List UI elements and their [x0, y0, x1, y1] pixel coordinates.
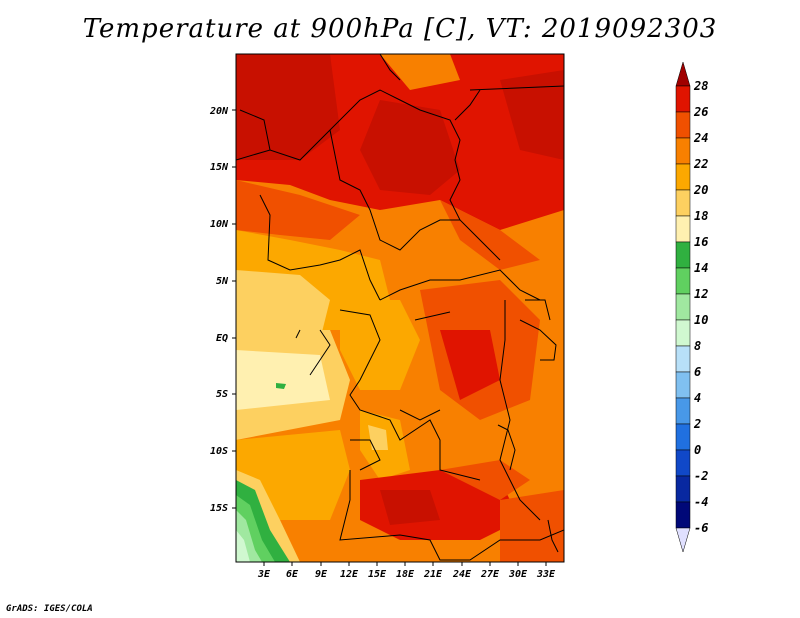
colorbar-box — [675, 345, 691, 373]
colorbar-box — [675, 267, 691, 295]
map-title: Temperature at 900hPa [C], VT: 201909230… — [82, 14, 718, 44]
colorbar-label: 24 — [693, 131, 708, 145]
colorbar-label: 6 — [694, 365, 701, 379]
colorbar-box — [675, 293, 691, 321]
colorbar-box — [675, 189, 691, 217]
lon-label-12e: 12E — [340, 569, 359, 580]
lon-label-6e: 6E — [286, 569, 299, 580]
latitude-axis: 20N 15N 10N 5N EQ 5S 10S 15S — [209, 106, 236, 514]
lat-label-5n: 5N — [216, 276, 229, 287]
longitude-axis: 3E 6E 9E 12E 15E 18E 21E 24E 27E 30E 33E — [257, 562, 556, 580]
lon-label-15e: 15E — [368, 569, 387, 580]
lon-label-9e: 9E — [315, 569, 328, 580]
colorbar-label: 4 — [694, 391, 701, 405]
colorbar-label: -4 — [694, 495, 708, 509]
colorbar-top-arrow — [675, 61, 691, 87]
colorbar-box — [675, 397, 691, 425]
colorbar-box — [675, 241, 691, 269]
colorbar-label: 18 — [694, 209, 708, 223]
lat-label-5s: 5S — [216, 389, 228, 400]
plot-frame — [235, 53, 565, 563]
colorbar-label: -6 — [694, 521, 708, 535]
colorbar-box — [675, 371, 691, 399]
lat-label-10n: 10N — [210, 219, 229, 230]
colorbar-label: 22 — [693, 157, 708, 171]
lat-label-eq: EQ — [216, 333, 228, 344]
colorbar-box — [675, 215, 691, 243]
colorbar-label: 0 — [694, 443, 701, 457]
lon-label-24e: 24E — [452, 569, 472, 580]
colorbar-box — [675, 163, 691, 191]
colorbar-label: 26 — [693, 105, 708, 119]
colorbar-box — [675, 501, 691, 529]
lon-label-30e: 30E — [508, 569, 528, 580]
colorbar-box — [675, 85, 691, 113]
lat-label-15n: 15N — [210, 162, 229, 173]
colorbar-label: 10 — [694, 313, 708, 327]
lon-label-27e: 27E — [480, 569, 500, 580]
colorbar-box — [675, 111, 691, 139]
colorbar-label: 28 — [693, 79, 708, 93]
colorbar-bottom-arrow — [675, 527, 691, 553]
colorbar-label: -2 — [694, 469, 708, 483]
colorbar-label: 20 — [693, 183, 708, 197]
lon-label-3e: 3E — [257, 569, 271, 580]
colorbar-box — [675, 475, 691, 503]
colorbar-box — [675, 449, 691, 477]
colorbar-label: 16 — [694, 235, 708, 249]
temperature-field — [236, 54, 564, 562]
grads-credit: GrADS: IGES/COLA — [6, 604, 93, 614]
lon-label-21e: 21E — [423, 569, 443, 580]
colorbar-label: 12 — [694, 287, 708, 301]
colorbar-label: 14 — [694, 261, 708, 275]
colorbar-label: 2 — [693, 417, 701, 431]
lat-label-15s: 15S — [210, 503, 228, 514]
lon-label-33e: 33E — [536, 569, 556, 580]
colorbar-box — [675, 423, 691, 451]
lat-label-10s: 10S — [210, 446, 228, 457]
colorbar-box — [675, 319, 691, 347]
lon-label-18e: 18E — [396, 569, 415, 580]
lat-label-20n: 20N — [209, 106, 229, 117]
colorbar-box — [675, 137, 691, 165]
colorbar-label: 8 — [694, 339, 701, 353]
